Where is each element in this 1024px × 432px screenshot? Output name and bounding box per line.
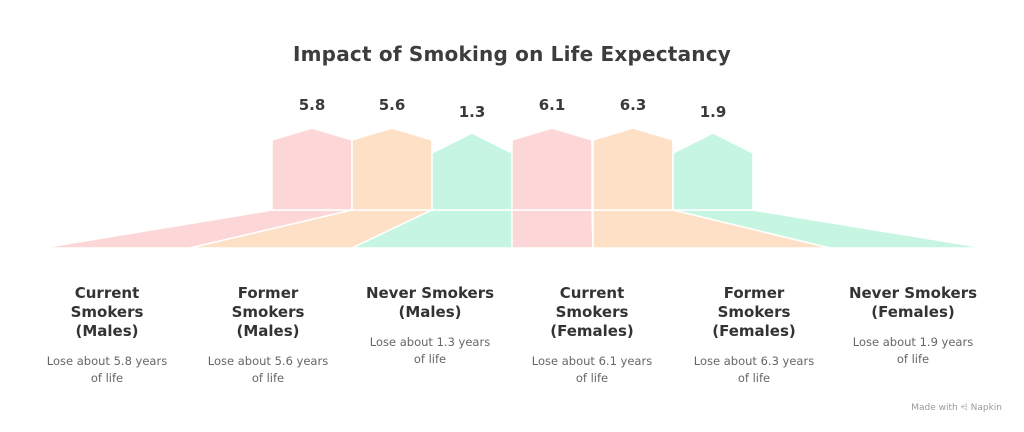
category-label-4: Current Smokers (Females) <box>550 284 634 340</box>
house-shape-1 <box>271 127 353 211</box>
category-description-5: Lose about 6.3 years of life <box>693 354 815 385</box>
category-description-3: Lose about 1.3 years of life <box>369 335 491 366</box>
category-label-6: Never Smokers (Females) <box>848 284 978 321</box>
category-label-3: Never Smokers (Males) <box>365 284 495 321</box>
category-label-1: Current Smokers (Males) <box>70 284 144 340</box>
category-label-5: Former Smokers (Females) <box>712 284 796 340</box>
category-description-1: Lose about 5.8 years of life <box>46 354 168 385</box>
house-shape-3 <box>431 132 513 211</box>
category-description-4: Lose about 6.1 years of life <box>531 354 653 385</box>
diagram-title: Impact of Smoking on Life Expectancy <box>293 42 731 66</box>
value-label-1: 5.8 <box>298 96 326 114</box>
house-shape-5 <box>592 127 674 211</box>
value-label-2: 5.6 <box>378 96 406 114</box>
category-description-2: Lose about 5.6 years of life <box>207 354 329 385</box>
value-label-4: 6.1 <box>538 96 566 114</box>
house-shape-6 <box>672 132 754 211</box>
value-label-5: 6.3 <box>619 96 647 114</box>
value-label-6: 1.9 <box>699 103 727 121</box>
house-shape-4 <box>511 127 593 211</box>
napkin-credit: Made with ⩤ Napkin <box>911 403 1002 413</box>
fan-segment-4 <box>511 209 594 249</box>
value-label-3: 1.3 <box>458 103 486 121</box>
category-label-2: Former Smokers (Males) <box>231 284 305 340</box>
category-description-6: Lose about 1.9 years of life <box>852 335 974 366</box>
house-shape-2 <box>351 127 433 211</box>
